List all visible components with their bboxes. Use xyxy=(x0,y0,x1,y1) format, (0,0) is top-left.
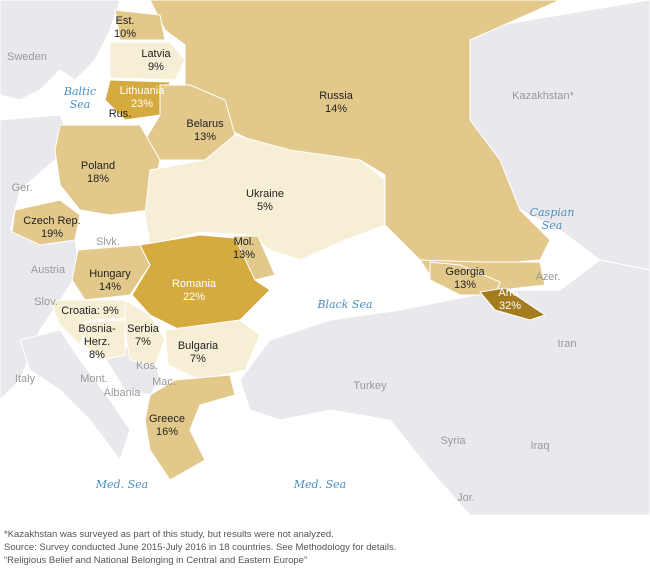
label-austria: Austria xyxy=(30,264,66,276)
label-belarus: Belarus 13% xyxy=(186,118,224,143)
label-montenegro: Mont. xyxy=(80,373,108,385)
country-poland xyxy=(54,124,161,216)
label-slovakia: Slvk. xyxy=(96,236,120,248)
label-iran: Iran xyxy=(557,338,577,350)
country-bosnia xyxy=(84,319,126,361)
label-greece: Greece 16% xyxy=(148,413,186,438)
label-latvia: Latvia 9% xyxy=(141,48,171,73)
country-greece xyxy=(144,374,236,481)
label-turkey: Turkey xyxy=(353,380,387,392)
label-albania: Albania xyxy=(103,387,141,399)
country-croatia xyxy=(49,299,131,346)
label-lithuania: Lithuania 23% xyxy=(119,85,165,110)
label-kazakhstan: Kazakhstan* xyxy=(512,90,574,102)
sea-black: Black Sea xyxy=(317,298,373,311)
land-turkey-mideast xyxy=(239,259,650,516)
report-title: “Religious Belief and National Belonging… xyxy=(4,555,308,566)
country-lithuania xyxy=(104,79,171,121)
label-ukraine: Ukraine 5% xyxy=(246,188,284,213)
label-germany: Ger. xyxy=(11,182,33,194)
label-kosovo: Kos. xyxy=(135,360,159,372)
label-italy: Italy xyxy=(14,373,36,385)
sea-caspian: Caspian Sea xyxy=(529,206,575,232)
label-bulgaria: Bulgaria 7% xyxy=(177,340,219,365)
label-azerbaijan: Azer. xyxy=(535,271,561,283)
label-romania: Romania 22% xyxy=(171,278,217,303)
label-syria: Syria xyxy=(440,435,466,447)
sea-baltic: Baltic Sea xyxy=(63,85,97,111)
land-scandinavia xyxy=(0,0,121,101)
label-jordan: Jor. xyxy=(457,492,475,504)
label-macedonia: Mac. xyxy=(152,376,176,388)
label-serbia: Serbia 7% xyxy=(127,323,159,348)
label-hungary: Hungary 14% xyxy=(89,268,131,293)
label-slovenia: Slov. xyxy=(34,296,58,308)
source-note: Source: Survey conducted June 2015-July … xyxy=(4,542,397,553)
footnotes: *Kazakhstan was surveyed as part of this… xyxy=(4,528,396,567)
label-rus: Rus. xyxy=(108,108,132,120)
country-bulgaria xyxy=(164,319,261,381)
label-georgia: Georgia 13% xyxy=(445,266,485,291)
country-serbia xyxy=(124,299,166,366)
label-estonia: Est. 10% xyxy=(113,15,137,40)
country-czech xyxy=(11,199,81,246)
label-poland: Poland 18% xyxy=(80,160,116,185)
black-sea xyxy=(255,250,440,330)
country-estonia xyxy=(114,9,166,41)
map-shapes xyxy=(0,0,650,516)
footnote-kazakhstan: *Kazakhstan was surveyed as part of this… xyxy=(4,529,334,540)
label-sweden: Sweden xyxy=(7,51,47,63)
label-czech: Czech Rep. 19% xyxy=(23,215,81,240)
label-croatia: Croatia: 9% xyxy=(61,305,119,317)
land-italy xyxy=(19,329,131,462)
country-armenia xyxy=(479,287,547,321)
country-latvia xyxy=(109,41,186,81)
label-iraq: Iraq xyxy=(530,440,550,452)
label-moldova: Mol. 13% xyxy=(232,236,256,261)
label-armenia: Arm. 32% xyxy=(498,287,522,312)
label-bosnia: Bosnia- Herz. 8% xyxy=(78,323,116,361)
label-russia: Russia 14% xyxy=(319,90,353,115)
sea-med-east: Med. Sea xyxy=(293,478,347,491)
sea-med-west: Med. Sea xyxy=(95,478,149,491)
